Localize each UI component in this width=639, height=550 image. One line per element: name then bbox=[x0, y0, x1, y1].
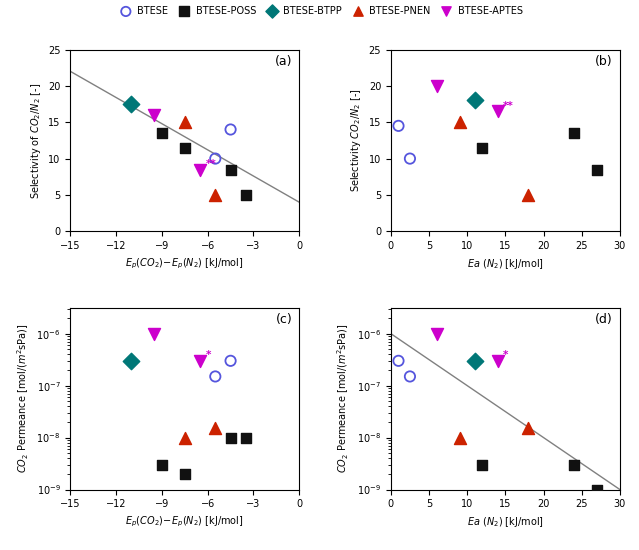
Point bbox=[180, 144, 190, 152]
Point bbox=[477, 460, 488, 469]
Y-axis label: $CO_2$ Permeance [mol/($m^2$sPa)]: $CO_2$ Permeance [mol/($m^2$sPa)] bbox=[336, 324, 351, 474]
Point bbox=[470, 96, 480, 105]
Point bbox=[127, 100, 137, 108]
Legend: BTESE, BTESE-POSS, BTESE-BTPP, BTESE-PNEN, BTESE-APTES: BTESE, BTESE-POSS, BTESE-BTPP, BTESE-PNE… bbox=[112, 2, 527, 20]
Text: (a): (a) bbox=[275, 55, 293, 68]
Point bbox=[195, 356, 205, 365]
Point bbox=[226, 125, 236, 134]
Point bbox=[470, 356, 480, 365]
Point bbox=[431, 81, 442, 90]
Point bbox=[226, 165, 236, 174]
Point bbox=[195, 165, 205, 174]
Point bbox=[405, 154, 415, 163]
Point bbox=[127, 356, 137, 365]
Point bbox=[210, 154, 220, 163]
Y-axis label: Selectivity $CO_2/N_2$ [-]: Selectivity $CO_2/N_2$ [-] bbox=[349, 89, 363, 192]
Point bbox=[394, 356, 404, 365]
Point bbox=[241, 190, 251, 199]
Text: (d): (d) bbox=[595, 313, 613, 326]
Point bbox=[454, 118, 465, 127]
Point bbox=[477, 144, 488, 152]
Point bbox=[405, 372, 415, 381]
X-axis label: $Ea\ (N_2)$ [kJ/mol]: $Ea\ (N_2)$ [kJ/mol] bbox=[467, 257, 544, 271]
Point bbox=[226, 356, 236, 365]
Point bbox=[180, 433, 190, 442]
X-axis label: $Ea\ (N_2)$ [kJ/mol]: $Ea\ (N_2)$ [kJ/mol] bbox=[467, 515, 544, 529]
Point bbox=[493, 356, 503, 365]
Y-axis label: $CO_2$ Permeance [mol/($m^2$sPa)]: $CO_2$ Permeance [mol/($m^2$sPa)] bbox=[15, 324, 31, 474]
Point bbox=[157, 129, 167, 138]
Point bbox=[454, 433, 465, 442]
Point bbox=[569, 460, 579, 469]
Text: *: * bbox=[504, 350, 509, 360]
Point bbox=[180, 470, 190, 478]
Point bbox=[523, 190, 534, 199]
Point bbox=[592, 485, 602, 494]
Point bbox=[210, 190, 220, 199]
Point bbox=[431, 329, 442, 338]
Point bbox=[394, 122, 404, 130]
Point bbox=[493, 107, 503, 116]
Y-axis label: Selectivity of $CO_2/N_2$ [-]: Selectivity of $CO_2/N_2$ [-] bbox=[29, 82, 43, 199]
Point bbox=[592, 165, 602, 174]
Point bbox=[157, 460, 167, 469]
Text: **: ** bbox=[206, 159, 217, 169]
Point bbox=[569, 129, 579, 138]
Point bbox=[210, 372, 220, 381]
Point bbox=[149, 329, 159, 338]
X-axis label: $E_p(CO_2)\!-\!E_p(N_2)$ [kJ/mol]: $E_p(CO_2)\!-\!E_p(N_2)$ [kJ/mol] bbox=[125, 515, 244, 529]
Point bbox=[149, 111, 159, 119]
Text: **: ** bbox=[504, 101, 514, 111]
Point bbox=[226, 433, 236, 442]
Point bbox=[210, 424, 220, 433]
Point bbox=[180, 118, 190, 127]
Text: (c): (c) bbox=[275, 313, 293, 326]
Text: *: * bbox=[206, 350, 211, 360]
X-axis label: $E_p(CO_2)\!-\!E_p(N_2)$ [kJ/mol]: $E_p(CO_2)\!-\!E_p(N_2)$ [kJ/mol] bbox=[125, 257, 244, 271]
Point bbox=[523, 424, 534, 433]
Text: (b): (b) bbox=[596, 55, 613, 68]
Point bbox=[241, 433, 251, 442]
